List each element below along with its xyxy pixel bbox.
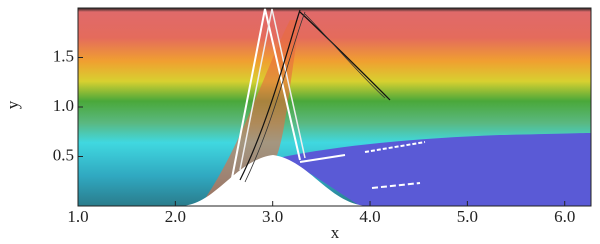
bump bbox=[180, 155, 370, 206]
y-tick-label: 0.5 bbox=[53, 145, 74, 164]
dark-line bbox=[239, 9, 391, 181]
x-tick-label: 5.0 bbox=[457, 207, 478, 226]
white-line bbox=[239, 8, 306, 171]
white-line bbox=[231, 8, 301, 179]
y-tick-label: 1.5 bbox=[53, 46, 74, 65]
x-tick-label: 6.0 bbox=[554, 207, 575, 226]
x-axis-label: x bbox=[331, 223, 340, 242]
y-axis-label: y bbox=[3, 100, 22, 109]
x-tick-label: 4.0 bbox=[359, 207, 380, 226]
white-line bbox=[371, 182, 421, 189]
low-region bbox=[278, 133, 591, 206]
x-tick-label: 3.0 bbox=[262, 207, 283, 226]
x-tick-label: 1.0 bbox=[67, 207, 88, 226]
white-line bbox=[299, 154, 346, 163]
field-image bbox=[78, 8, 591, 206]
dark-line bbox=[244, 11, 386, 183]
x-tick-label: 2.0 bbox=[165, 207, 186, 226]
y-tick-label: 1.0 bbox=[53, 96, 74, 115]
white-line bbox=[364, 141, 426, 153]
